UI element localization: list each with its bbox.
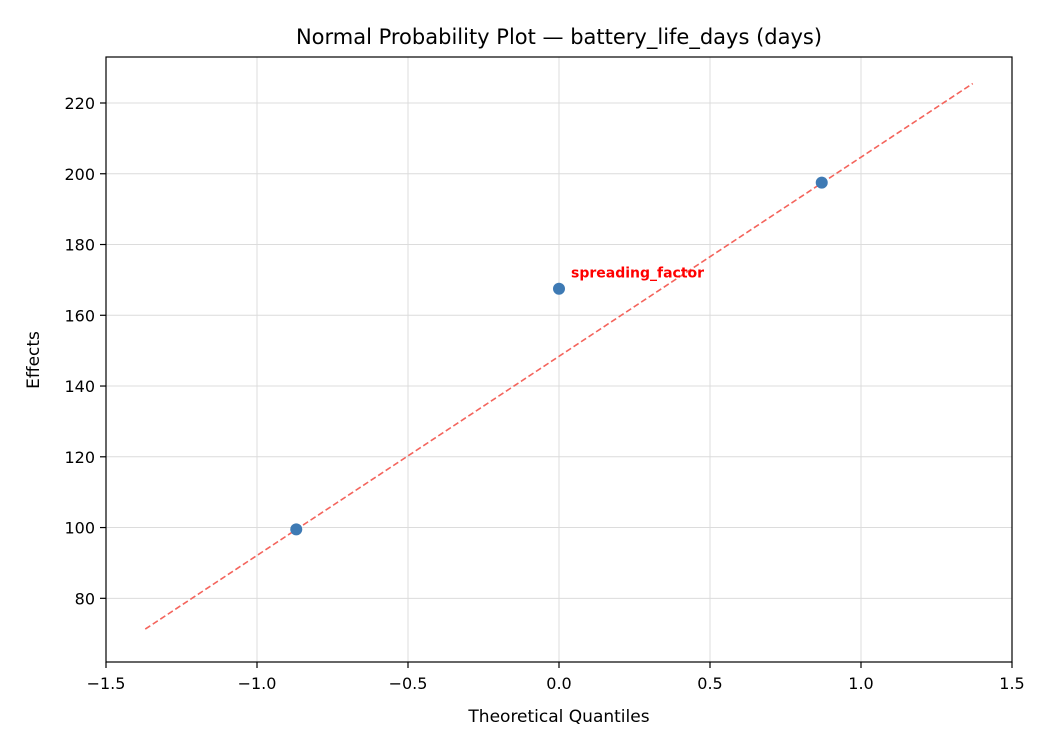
x-tick-label: 0.5 [697, 674, 722, 693]
x-tick-label: 0.0 [546, 674, 571, 693]
y-axis-label: Effects [24, 331, 44, 389]
point-annotations: spreading_factor [571, 266, 704, 282]
y-tick-label: 140 [64, 377, 95, 396]
x-tick-label: −1.0 [238, 674, 277, 693]
y-tick-label: 160 [64, 306, 95, 325]
x-tick-label: 1.0 [848, 674, 873, 693]
y-tick-label: 120 [64, 448, 95, 467]
x-axis-label: Theoretical Quantiles [467, 707, 649, 727]
y-tick-label: 80 [75, 589, 95, 608]
data-point [290, 523, 303, 536]
y-tick-label: 200 [64, 165, 95, 184]
y-tick-label: 180 [64, 236, 95, 255]
y-axis-ticks: 80 100 120 140 160 180 200 220 [64, 94, 106, 608]
data-points [290, 176, 828, 536]
reference-line [144, 82, 974, 630]
point-annotation: spreading_factor [571, 266, 704, 282]
y-tick-label: 100 [64, 519, 95, 538]
data-point [815, 176, 828, 189]
y-tick-label: 220 [64, 94, 95, 113]
reference-line-group [144, 82, 974, 630]
data-point [553, 282, 565, 295]
x-tick-label: 1.5 [999, 674, 1024, 693]
x-tick-label: −0.5 [389, 674, 428, 693]
chart-title: Normal Probability Plot — battery_life_d… [296, 25, 822, 50]
x-tick-label: −1.5 [87, 674, 126, 693]
x-axis-ticks: −1.5 −1.0 −0.5 0.0 0.5 1.0 1.5 [87, 662, 1025, 693]
